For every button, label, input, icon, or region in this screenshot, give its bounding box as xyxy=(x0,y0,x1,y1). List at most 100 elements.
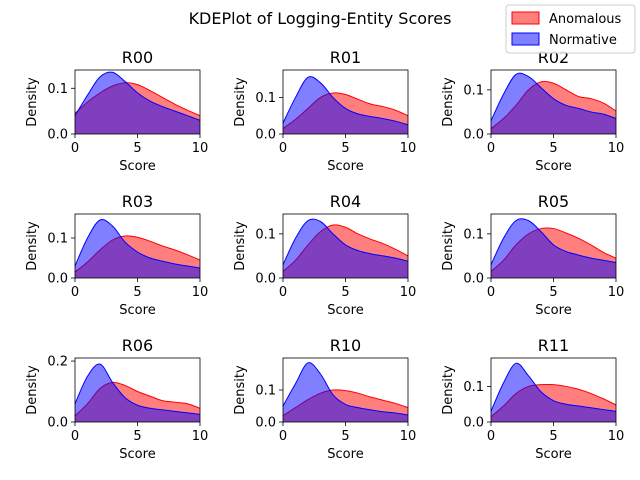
x-tick-label: 0 xyxy=(279,429,287,444)
panel-title: R04 xyxy=(330,192,361,211)
x-axis-label: Score xyxy=(119,447,155,462)
kde-area-normative xyxy=(75,72,200,134)
x-tick-label: 10 xyxy=(192,141,209,156)
x-tick-label: 10 xyxy=(608,285,625,300)
y-tick-label: 0.2 xyxy=(47,355,68,370)
panel-r05: R05 0 5 10 0.0 0.1 Score Density xyxy=(441,192,624,318)
kde-line-normative xyxy=(74,219,201,269)
panel-title: R03 xyxy=(122,192,153,211)
x-tick-label: 0 xyxy=(487,429,495,444)
panel-r01: R01 0 5 10 0.0 0.1 Score Density xyxy=(233,48,416,174)
legend-label-normative: Normative xyxy=(549,33,617,48)
panel-r06: R06 0 5 10 0.0 0.2 Score Density xyxy=(25,336,208,462)
legend: Anomalous Normative xyxy=(505,4,636,54)
y-axis-label: Density xyxy=(233,365,248,415)
x-tick-label: 0 xyxy=(279,141,287,156)
x-tick-label: 10 xyxy=(400,141,417,156)
x-axis-label: Score xyxy=(119,303,155,318)
x-tick-label: 10 xyxy=(192,429,209,444)
y-tick-label: 0.1 xyxy=(47,82,68,97)
x-tick-label: 5 xyxy=(341,141,349,156)
y-tick-label: 0.1 xyxy=(255,384,276,399)
panel-title: R05 xyxy=(538,192,569,211)
y-tick-label: 0.1 xyxy=(463,380,484,395)
x-tick-label: 10 xyxy=(608,429,625,444)
y-axis-label: Density xyxy=(233,77,248,127)
y-tick-label: 0.0 xyxy=(255,128,276,143)
y-axis-label: Density xyxy=(441,221,456,271)
kde-line-normative xyxy=(74,363,201,415)
x-tick-label: 10 xyxy=(400,285,417,300)
kde-line-normative xyxy=(282,76,409,126)
x-axis-label: Score xyxy=(327,159,363,174)
panel-r11: R11 0 5 10 0.0 0.1 Score Density xyxy=(441,336,624,462)
y-tick-label: 0.1 xyxy=(255,91,276,106)
x-tick-label: 0 xyxy=(279,285,287,300)
figure-title: KDEPlot of Logging-Entity Scores xyxy=(189,9,452,28)
kde-line-normative xyxy=(490,218,617,265)
kde-area-normative xyxy=(491,73,616,134)
kde-line-normative xyxy=(74,71,201,121)
kde-area-normative xyxy=(75,219,200,278)
y-tick-label: 0.1 xyxy=(255,227,276,242)
panel-title: R11 xyxy=(538,336,569,355)
y-tick-label: 0.0 xyxy=(463,416,484,431)
panel-r10: R10 0 5 10 0.0 0.1 Score Density xyxy=(233,336,416,462)
kde-area-normative xyxy=(491,218,616,278)
x-tick-label: 0 xyxy=(71,429,79,444)
x-tick-label: 5 xyxy=(133,429,141,444)
panel-r04: R04 0 5 10 0.0 0.1 Score Density xyxy=(233,192,416,318)
x-tick-label: 10 xyxy=(608,141,625,156)
y-tick-label: 0.0 xyxy=(463,272,484,287)
x-axis-label: Score xyxy=(327,303,363,318)
x-tick-label: 10 xyxy=(400,429,417,444)
x-tick-label: 10 xyxy=(192,285,209,300)
kde-area-normative xyxy=(283,76,408,134)
x-axis-label: Score xyxy=(535,447,571,462)
kde-line-normative xyxy=(282,218,409,265)
x-tick-label: 0 xyxy=(487,141,495,156)
panel-title: R06 xyxy=(122,336,153,355)
x-tick-label: 0 xyxy=(71,141,79,156)
x-tick-label: 5 xyxy=(549,429,557,444)
x-tick-label: 0 xyxy=(71,285,79,300)
y-axis-label: Density xyxy=(441,365,456,415)
y-tick-label: 0.1 xyxy=(47,232,68,247)
y-tick-label: 0.1 xyxy=(463,83,484,98)
panel-title: R10 xyxy=(330,336,361,355)
x-tick-label: 5 xyxy=(133,141,141,156)
x-axis-label: Score xyxy=(535,303,571,318)
x-axis-label: Score xyxy=(327,447,363,462)
panel-r03: R03 0 5 10 0.0 0.1 Score Density xyxy=(25,192,208,318)
y-tick-label: 0.0 xyxy=(255,272,276,287)
x-axis-label: Score xyxy=(119,159,155,174)
y-axis-label: Density xyxy=(25,77,40,127)
x-tick-label: 0 xyxy=(487,285,495,300)
legend-swatch-normative xyxy=(511,32,540,46)
x-axis-label: Score xyxy=(535,159,571,174)
legend-swatch-anomalous xyxy=(511,11,540,25)
kde-line-normative xyxy=(490,362,617,412)
x-tick-label: 5 xyxy=(341,285,349,300)
panel-r00: R00 0 5 10 0.0 0.1 Score Density xyxy=(25,48,208,174)
kde-line-normative xyxy=(490,72,617,121)
legend-label-anomalous: Anomalous xyxy=(549,12,622,27)
x-tick-label: 5 xyxy=(549,285,557,300)
y-tick-label: 0.0 xyxy=(463,128,484,143)
y-tick-label: 0.1 xyxy=(463,227,484,242)
y-axis-label: Density xyxy=(25,365,40,415)
kde-area-normative xyxy=(75,363,200,422)
y-axis-label: Density xyxy=(25,221,40,271)
panel-title: R00 xyxy=(122,48,153,67)
x-tick-label: 5 xyxy=(341,429,349,444)
y-tick-label: 0.0 xyxy=(47,416,68,431)
x-tick-label: 5 xyxy=(133,285,141,300)
kde-area-normative xyxy=(283,219,408,278)
y-tick-label: 0.0 xyxy=(47,128,68,143)
x-tick-label: 5 xyxy=(549,141,557,156)
y-tick-label: 0.0 xyxy=(47,272,68,287)
kde-area-normative xyxy=(283,362,408,422)
panel-title: R01 xyxy=(330,48,361,67)
